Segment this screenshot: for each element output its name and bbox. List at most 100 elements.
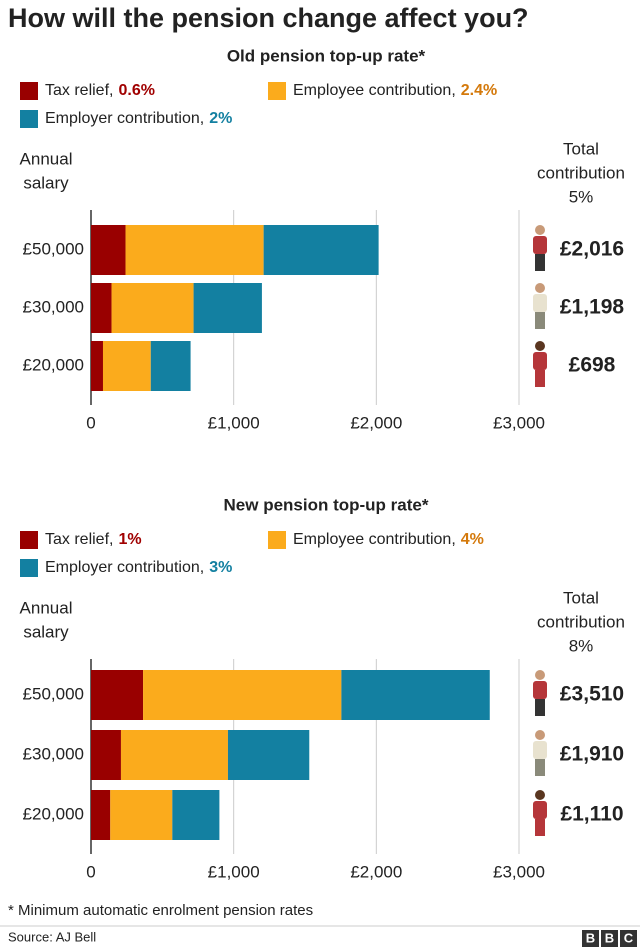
legend-swatch — [20, 531, 38, 549]
person-body — [533, 681, 547, 699]
legend-swatch — [20, 110, 38, 128]
chart: New pension top-up rate* Tax relief, 1% Emp… — [20, 495, 625, 881]
x-tick-label: 0 — [86, 862, 95, 881]
bar-segment — [91, 225, 126, 275]
person-head — [535, 283, 545, 293]
x-tick-label: £1,000 — [208, 413, 260, 432]
total-value: £1,198 — [560, 296, 625, 319]
legend-swatch — [20, 559, 38, 577]
x-tick-label: £3,000 — [493, 413, 545, 432]
person-legs — [535, 312, 545, 329]
person-legs — [535, 819, 545, 836]
legend-swatch — [268, 531, 286, 549]
total-header: Total — [563, 588, 599, 607]
logo-box — [620, 930, 637, 947]
person-head — [535, 225, 545, 235]
bar-segment — [120, 730, 228, 780]
total-value: £698 — [569, 354, 616, 377]
y-tick-label: £30,000 — [23, 297, 84, 316]
title: How will the pension change affect you? — [8, 3, 529, 33]
y-axis-label: Annual — [20, 598, 73, 617]
person-head — [535, 730, 545, 740]
chart-subtitle: Old pension top-up rate* — [227, 46, 426, 65]
logo-letter: C — [624, 930, 634, 945]
legend-rate: 2% — [209, 110, 232, 127]
legend-entry: Tax relief, 0.6% — [45, 82, 155, 99]
bar-segment — [193, 283, 262, 333]
bar-segment — [111, 283, 194, 333]
person-head — [535, 790, 545, 800]
person-head — [535, 670, 545, 680]
y-tick-label: £30,000 — [23, 744, 84, 763]
bar-segment — [227, 730, 310, 780]
person-body — [533, 294, 547, 312]
person-legs — [535, 699, 545, 716]
chart: Old pension top-up rate* Tax relief, 0.6% E… — [20, 46, 625, 432]
legend-entry: Employee contribution, 4% — [293, 531, 484, 548]
bar-segment — [91, 730, 121, 780]
legend-rate: 3% — [209, 559, 232, 576]
total-value: £2,016 — [560, 238, 624, 261]
bar-segment — [91, 283, 112, 333]
y-tick-label: £20,000 — [23, 804, 84, 823]
total-header: Total — [563, 139, 599, 158]
logo-letter: B — [605, 930, 614, 945]
person-body — [533, 741, 547, 759]
y-tick-label: £50,000 — [23, 239, 84, 258]
footnote: * Minimum automatic enrolment pension ra… — [8, 902, 313, 919]
person-legs — [535, 370, 545, 387]
bar-segment — [143, 670, 342, 720]
legend-name: Tax relief, — [45, 531, 113, 548]
y-axis-label: Annual — [20, 149, 73, 168]
bar-segment — [91, 670, 144, 720]
total-rate: 8% — [569, 636, 594, 655]
legend-name: Tax relief, — [45, 82, 113, 99]
person-head — [535, 341, 545, 351]
legend-name: Employer contribution, — [45, 110, 204, 127]
legend-rate: 4% — [461, 531, 484, 548]
y-axis-label: salary — [23, 173, 69, 192]
x-tick-label: £2,000 — [350, 862, 402, 881]
total-value: £1,110 — [560, 803, 623, 826]
x-tick-label: 0 — [86, 413, 95, 432]
person-legs — [535, 759, 545, 776]
x-tick-label: £1,000 — [208, 862, 260, 881]
legend-name: Employer contribution, — [45, 559, 204, 576]
y-tick-label: £20,000 — [23, 355, 84, 374]
legend-entry: Employee contribution, 2.4% — [293, 82, 497, 99]
bar-segment — [263, 225, 379, 275]
person-legs — [535, 254, 545, 271]
logo-letter: B — [586, 930, 595, 945]
total-rate: 5% — [569, 187, 594, 206]
logo-box — [601, 930, 618, 947]
legend-entry: Tax relief, 1% — [45, 531, 142, 548]
legend-swatch — [268, 82, 286, 100]
source: Source: AJ Bell — [8, 929, 96, 944]
bar-segment — [172, 790, 220, 840]
bar-segment — [102, 341, 151, 391]
legend-entry: Employer contribution, 3% — [45, 559, 232, 576]
total-value: £3,510 — [560, 683, 624, 706]
y-axis-label: salary — [23, 622, 69, 641]
legend-swatch — [20, 82, 38, 100]
legend-rate: 0.6% — [118, 82, 154, 99]
person-body — [533, 352, 547, 370]
person-body — [533, 801, 547, 819]
total-value: £1,910 — [560, 743, 624, 766]
bar-segment — [91, 341, 103, 391]
legend-rate: 1% — [118, 531, 141, 548]
bar-segment — [110, 790, 173, 840]
legend-entry: Employer contribution, 2% — [45, 110, 232, 127]
total-header: contribution — [537, 163, 625, 182]
bar-segment — [150, 341, 191, 391]
chart-subtitle: New pension top-up rate* — [224, 495, 429, 514]
bar-segment — [341, 670, 490, 720]
bar-segment — [125, 225, 264, 275]
logo-box — [582, 930, 599, 947]
total-header: contribution — [537, 612, 625, 631]
legend-rate: 2.4% — [461, 82, 497, 99]
legend-name: Employee contribution, — [293, 531, 456, 548]
